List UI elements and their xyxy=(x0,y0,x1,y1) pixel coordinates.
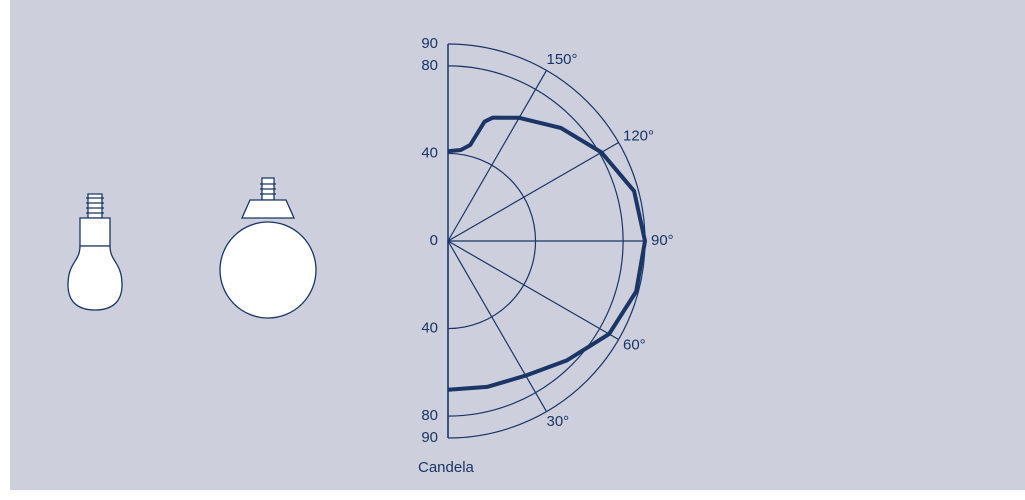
r-tick-label: 0 xyxy=(430,232,438,249)
bulb-thread xyxy=(260,177,276,201)
r-tick-label: 80 xyxy=(421,407,438,424)
theta-tick-label: 30° xyxy=(547,413,570,430)
theta-tick-label: 150° xyxy=(547,51,578,68)
r-tick-label: 40 xyxy=(421,144,438,161)
bulb-collar xyxy=(79,217,111,247)
small-bulb xyxy=(67,193,123,311)
bulb-globe xyxy=(67,245,123,311)
theta-tick-label: 120° xyxy=(623,127,654,144)
r-tick-label: 40 xyxy=(421,320,438,337)
spoke xyxy=(447,240,548,412)
r-tick-label: 90 xyxy=(421,429,438,446)
bulb-globe xyxy=(219,221,317,319)
bulb-collar xyxy=(240,199,296,219)
axis-label: Candela xyxy=(418,459,475,476)
theta-tick-label: 60° xyxy=(623,336,646,353)
intensity-curve xyxy=(447,115,647,392)
spoke xyxy=(447,240,619,341)
bulb-thread xyxy=(86,193,104,219)
r-tick-label: 80 xyxy=(421,57,438,74)
theta-tick-label: 90° xyxy=(651,232,674,249)
spoke xyxy=(447,141,619,242)
background xyxy=(10,0,1025,490)
spoke xyxy=(447,70,548,242)
globe-bulb xyxy=(219,177,317,319)
r-tick-label: 90 xyxy=(421,35,438,52)
